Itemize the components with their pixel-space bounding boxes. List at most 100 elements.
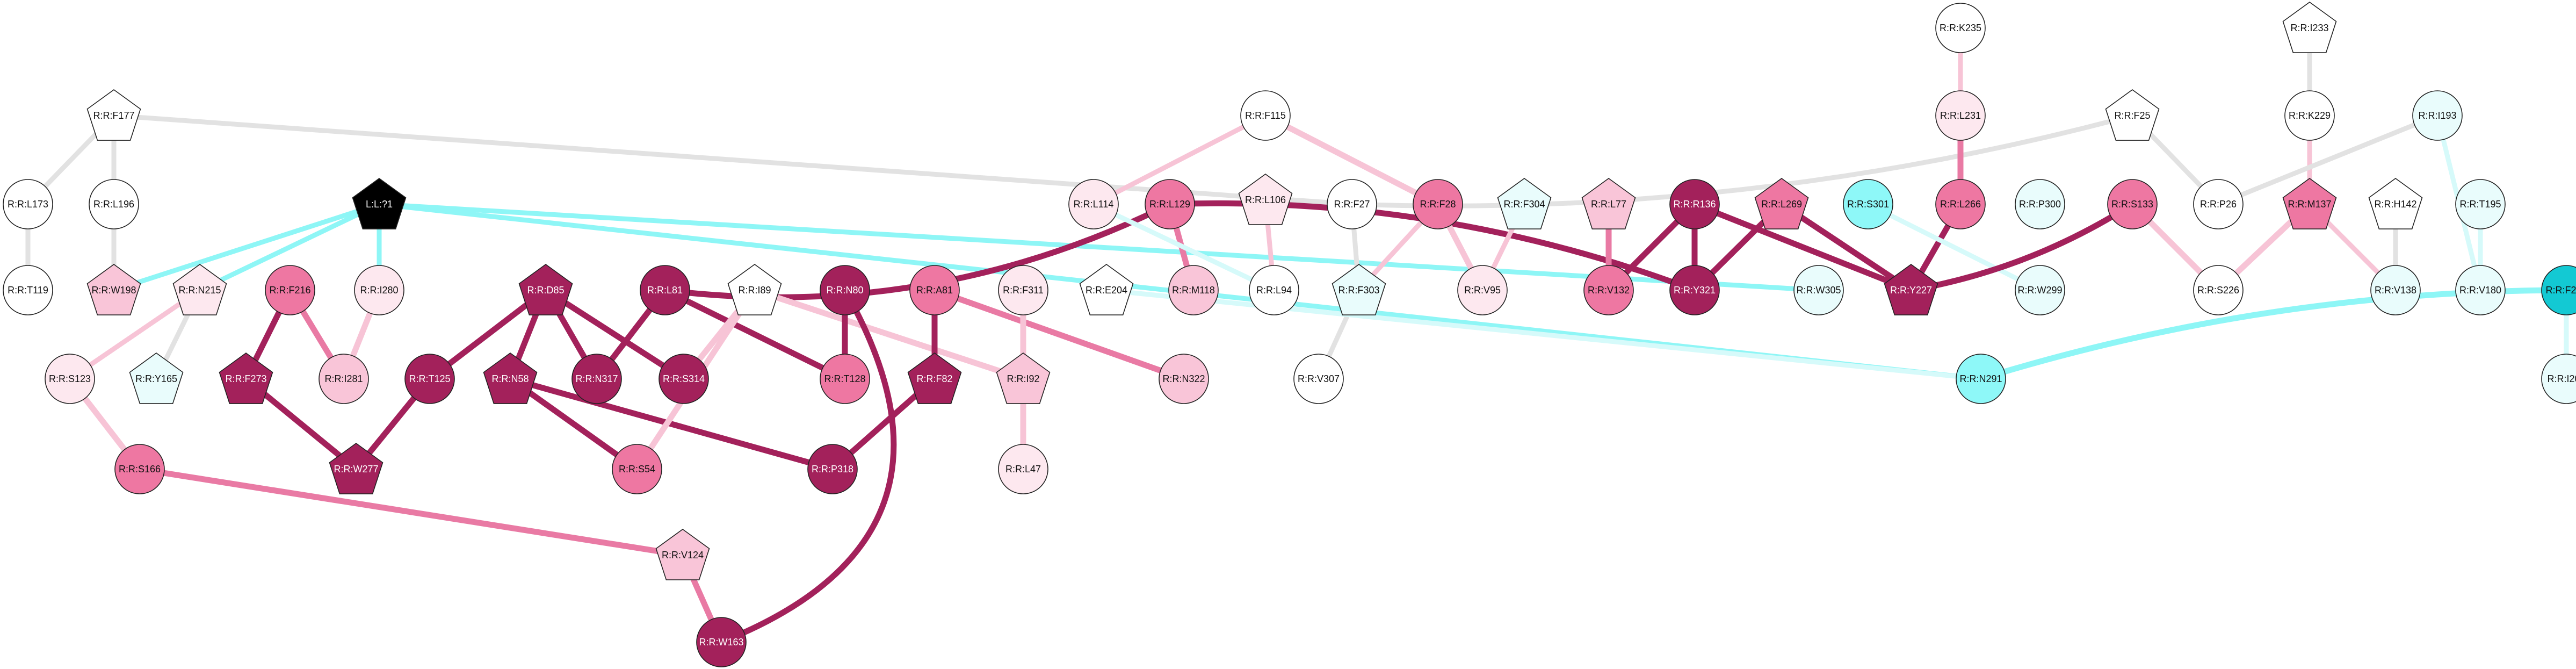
edge-f177-f27 — [111, 113, 1355, 207]
node-p26[interactable]: R:R:P26 — [2193, 179, 2244, 229]
node-t195[interactable]: R:R:T195 — [2455, 179, 2506, 229]
node-v138[interactable]: R:R:V138 — [2370, 265, 2421, 315]
node-f28[interactable]: R:R:F28 — [1413, 179, 1463, 229]
node-p300[interactable]: R:R:P300 — [2015, 179, 2065, 229]
node-s166[interactable]: R:R:S166 — [114, 444, 165, 494]
node-l129-circle — [1145, 179, 1195, 229]
node-f115-label: R:R:F115 — [1245, 110, 1286, 121]
node-s54[interactable]: R:R:S54 — [612, 444, 662, 494]
node-f216[interactable]: R:R:F216 — [265, 265, 315, 315]
node-f311[interactable]: R:R:F311 — [998, 265, 1048, 315]
edge-l81-t128 — [662, 287, 848, 382]
node-w299[interactable]: R:R:W299 — [2015, 265, 2065, 315]
node-l266[interactable]: R:R:L266 — [1935, 179, 1986, 229]
node-t128[interactable]: R:R:T128 — [820, 354, 870, 404]
node-k229[interactable]: R:R:K229 — [2284, 90, 2335, 141]
node-l106[interactable]: R:R:L106 — [1238, 174, 1293, 225]
node-f292[interactable]: R:R:F292 — [2541, 265, 2576, 315]
node-s133[interactable]: R:R:S133 — [2107, 179, 2158, 229]
node-y165[interactable]: R:R:Y165 — [129, 353, 184, 404]
node-w277[interactable]: R:R:W277 — [329, 443, 383, 494]
node-i92-pentagon — [996, 353, 1051, 404]
node-w305[interactable]: R:R:W305 — [1793, 265, 1844, 315]
node-a81[interactable]: R:R:A81 — [909, 265, 960, 315]
node-l106-label: R:R:L106 — [1245, 195, 1286, 205]
node-f27[interactable]: R:R:F27 — [1327, 179, 1377, 229]
node-v132[interactable]: R:R:V132 — [1583, 265, 1634, 315]
node-s301[interactable]: R:R:S301 — [1843, 179, 1893, 229]
node-v180-circle — [2455, 265, 2506, 315]
node-i193[interactable]: R:R:I193 — [2412, 90, 2463, 141]
node-h142[interactable]: R:R:H142 — [2368, 178, 2423, 229]
node-l114-circle — [1068, 179, 1119, 229]
edge-n58-p318 — [507, 376, 836, 472]
node-f304[interactable]: R:R:F304 — [1497, 178, 1552, 229]
node-v307[interactable]: R:R:V307 — [1293, 354, 1344, 404]
node-n317[interactable]: R:R:N317 — [571, 354, 622, 404]
node-i233[interactable]: R:R:I233 — [2282, 2, 2337, 53]
node-f303[interactable]: R:R:F303 — [1332, 264, 1386, 315]
node-lig[interactable]: L:L:?1 — [352, 178, 407, 229]
node-v95[interactable]: R:R:V95 — [1457, 265, 1508, 315]
node-p300-label: R:R:P300 — [2019, 199, 2061, 210]
node-w198[interactable]: R:R:W198 — [86, 264, 141, 315]
node-n215[interactable]: R:R:N215 — [172, 264, 227, 315]
node-p318[interactable]: R:R:P318 — [807, 444, 858, 494]
node-p318-label: R:R:P318 — [812, 464, 853, 474]
node-n291[interactable]: R:R:N291 — [1956, 354, 2006, 404]
node-y165-pentagon — [129, 353, 184, 404]
node-d85[interactable]: R:R:D85 — [518, 264, 573, 315]
node-y321[interactable]: R:R:Y321 — [1669, 265, 1720, 315]
edge-l269-y227 — [1778, 201, 1914, 293]
node-s226[interactable]: R:R:S226 — [2193, 265, 2244, 315]
node-s123[interactable]: R:R:S123 — [45, 354, 95, 404]
node-t125[interactable]: R:R:T125 — [404, 354, 455, 404]
node-f25[interactable]: R:R:F25 — [2105, 89, 2160, 141]
node-w163[interactable]: R:R:W163 — [696, 617, 747, 667]
node-f82[interactable]: R:R:F82 — [907, 353, 962, 404]
node-l266-circle — [1935, 179, 1986, 229]
node-i92[interactable]: R:R:I92 — [996, 353, 1051, 404]
node-l231[interactable]: R:R:L231 — [1935, 90, 1986, 141]
node-y227[interactable]: R:R:Y227 — [1884, 264, 1938, 315]
node-n58[interactable]: R:R:N58 — [483, 353, 538, 404]
node-f115[interactable]: R:R:F115 — [1240, 90, 1291, 141]
node-t125-label: R:R:T125 — [409, 373, 450, 384]
node-r136-circle — [1669, 179, 1720, 229]
node-m118[interactable]: R:R:M118 — [1168, 265, 1219, 315]
edge-n215-s123 — [67, 287, 202, 382]
node-l47[interactable]: R:R:L47 — [998, 444, 1048, 494]
node-r136[interactable]: R:R:R136 — [1669, 179, 1720, 229]
node-k229-circle — [2284, 90, 2335, 141]
node-f304-pentagon — [1497, 178, 1552, 229]
node-t119[interactable]: R:R:T119 — [3, 265, 53, 315]
node-l196[interactable]: R:R:L196 — [89, 179, 139, 229]
node-l114[interactable]: R:R:L114 — [1068, 179, 1119, 229]
node-l77[interactable]: R:R:L77 — [1581, 178, 1636, 229]
node-l269[interactable]: R:R:L269 — [1754, 178, 1809, 229]
node-f273[interactable]: R:R:F273 — [219, 353, 273, 404]
node-f177[interactable]: R:R:F177 — [86, 89, 141, 141]
node-n322-circle — [1159, 354, 1209, 404]
node-s314-circle — [659, 354, 709, 404]
node-v180[interactable]: R:R:V180 — [2455, 265, 2506, 315]
node-n80[interactable]: R:R:N80 — [820, 265, 870, 315]
node-k235[interactable]: R:R:K235 — [1935, 3, 1986, 53]
node-l129[interactable]: R:R:L129 — [1145, 179, 1195, 229]
node-i92-label: R:R:I92 — [1007, 373, 1039, 384]
node-f311-label: R:R:F311 — [1003, 285, 1044, 296]
node-i281-circle — [319, 354, 369, 404]
node-m137[interactable]: R:R:M137 — [2282, 178, 2337, 229]
node-i89[interactable]: R:R:I89 — [727, 264, 782, 315]
node-v124[interactable]: R:R:V124 — [655, 529, 710, 580]
node-i201[interactable]: R:R:I201 — [2541, 354, 2576, 404]
node-s314[interactable]: R:R:S314 — [659, 354, 709, 404]
node-y165-label: R:R:Y165 — [135, 373, 177, 384]
node-l94[interactable]: R:R:L94 — [1249, 265, 1299, 315]
node-e204[interactable]: R:R:E204 — [1079, 264, 1134, 315]
node-i281[interactable]: R:R:I281 — [319, 354, 369, 404]
node-i280[interactable]: R:R:I280 — [354, 265, 404, 315]
node-n322[interactable]: R:R:N322 — [1159, 354, 1209, 404]
node-l173[interactable]: R:R:L173 — [3, 179, 53, 229]
node-l81[interactable]: R:R:L81 — [640, 265, 690, 315]
